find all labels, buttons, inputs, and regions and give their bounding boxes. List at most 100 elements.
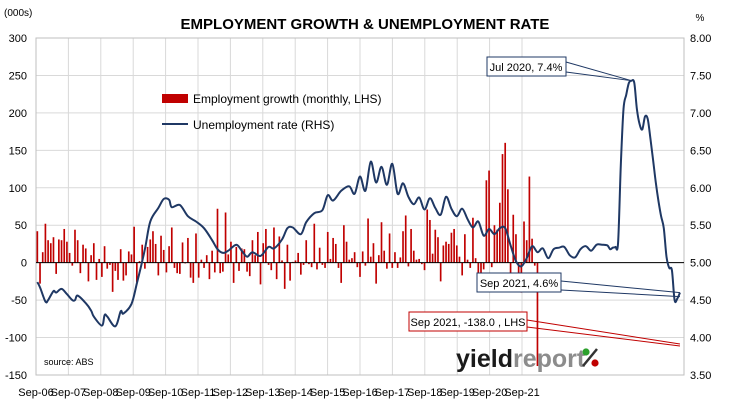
employment-bar (141, 244, 144, 263)
employment-bar (334, 243, 337, 263)
employment-bar (394, 252, 396, 263)
right-tick-label: 7.00 (690, 108, 711, 120)
employment-bar (111, 262, 114, 292)
employment-bar (437, 237, 439, 263)
employment-bar (160, 235, 162, 263)
employment-bar (380, 222, 383, 263)
employment-bar (474, 258, 477, 263)
employment-bar (523, 221, 525, 263)
chart-title: EMPLOYMENT GROWTH & UNEMPLOYMENT RATE (181, 16, 550, 33)
employment-bar (273, 227, 275, 263)
right-tick-label: 7.50 (690, 70, 711, 82)
employment-bar (200, 259, 203, 263)
employment-bar (230, 241, 232, 263)
left-tick-label: 0 (21, 258, 27, 270)
employment-bar (84, 248, 87, 263)
employment-bar (248, 262, 251, 277)
employment-bar (281, 260, 283, 263)
employment-bar (453, 228, 455, 263)
employment-bar (275, 262, 278, 280)
gridlines (35, 37, 685, 376)
employment-bar (482, 262, 485, 270)
source-note: source: ABS (44, 357, 94, 367)
employment-bar (386, 262, 388, 269)
employment-bar (87, 262, 90, 282)
right-tick-label: 8.00 (690, 33, 711, 45)
employment-bar (321, 262, 324, 265)
x-tick-label: Sep-08 (83, 387, 118, 399)
right-tick-label: 6.00 (690, 183, 711, 195)
employment-bar (310, 262, 313, 268)
employment-bar (302, 262, 305, 265)
employment-bar (211, 250, 213, 263)
employment-bar (90, 255, 92, 263)
employment-bar (92, 243, 95, 263)
employment-bar (507, 189, 509, 263)
employment-bar (222, 262, 224, 272)
annotation-jul2020: Jul 2020, 7.4% (490, 62, 563, 74)
employment-bar (109, 262, 111, 265)
employment-bar (469, 262, 472, 268)
employment-bar (340, 262, 343, 283)
employment-bar (525, 240, 528, 263)
x-tick-label: Sep-19 (439, 387, 474, 399)
employment-bar (391, 262, 394, 268)
employment-bar (146, 246, 149, 263)
employment-bar (412, 250, 415, 263)
employment-bar (388, 233, 391, 263)
yieldreport-logo: yieldreport (456, 345, 599, 373)
x-tick-label: Sep-15 (310, 387, 345, 399)
axis-ticks: 300 250 200 150 100 50 0 -50 -100 -150 8.00 7.50 7.0… (5, 33, 711, 399)
employment-bar (66, 241, 68, 263)
employment-bar (117, 262, 119, 280)
employment-bar (434, 229, 437, 263)
employment-bar (232, 262, 235, 283)
employment-bar (504, 142, 507, 263)
employment-bar (359, 262, 361, 277)
employment-bar (531, 238, 533, 263)
left-tick-label: 50 (15, 220, 27, 232)
employment-bar (286, 244, 289, 263)
employment-bar (429, 219, 431, 263)
employment-bar (324, 262, 326, 268)
plot-frame (35, 37, 685, 376)
left-axis-unit: (000s) (4, 8, 32, 19)
employment-bar (343, 225, 345, 263)
right-tick-label: 5.00 (690, 258, 711, 270)
employment-bar (396, 262, 399, 268)
x-tick-label: Sep-17 (375, 387, 410, 399)
employment-bar (316, 262, 318, 270)
employment-bar (410, 228, 412, 263)
employment-bar (133, 226, 135, 263)
left-tick-label: -50 (11, 295, 27, 307)
employment-bar (114, 262, 117, 271)
employment-bar (533, 262, 536, 266)
legend: Employment growth (monthly, LHS) Unemplo… (162, 92, 382, 132)
employment-bar (68, 252, 71, 263)
employment-bar (450, 232, 453, 263)
x-tick-label: Sep-18 (407, 387, 442, 399)
employment-bar (404, 215, 407, 263)
employment-bar (98, 258, 101, 263)
line-series (36, 79, 681, 328)
employment-bar (377, 255, 380, 263)
annotations: Jul 2020, 7.4% Sep 2021, 4.6% Sep 2021, … (408, 56, 681, 347)
employment-bar (431, 253, 434, 263)
employment-bar (44, 223, 47, 263)
employment-bar (512, 214, 515, 263)
x-tick-label: Sep-10 (148, 387, 183, 399)
employment-bar (203, 262, 205, 268)
employment-bar (176, 262, 178, 274)
employment-bar (47, 240, 49, 263)
employment-bar (243, 249, 246, 263)
employment-bar (265, 228, 267, 263)
employment-bar (41, 252, 44, 263)
employment-bar (52, 237, 55, 263)
employment-bar (466, 259, 469, 263)
employment-bar (154, 243, 157, 263)
employment-bar (351, 258, 353, 263)
employment-bar (439, 262, 442, 282)
employment-bar (488, 170, 490, 263)
x-tick-label: Sep-11 (181, 387, 216, 399)
employment-bar (173, 262, 176, 268)
